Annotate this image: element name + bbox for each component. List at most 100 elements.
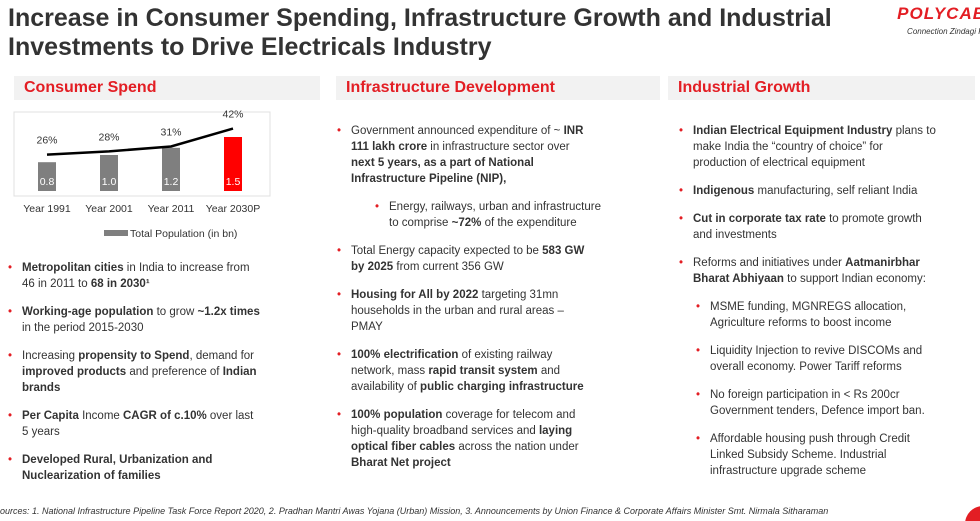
legend-swatch (104, 230, 128, 236)
text-run: Energy, railways, urban and infrastructu… (389, 201, 601, 229)
bar (162, 147, 180, 191)
text-run: rapid transit system (428, 365, 538, 377)
text-run: Income (78, 410, 123, 422)
text-run: ~72% (451, 217, 482, 229)
bullet-list: Metropolitan cities in India to increase… (8, 260, 262, 496)
text-run: Developed Rural, Urbanization and Nuclea… (22, 454, 213, 482)
logo: POLYCAB (897, 4, 980, 23)
text-run: targeting 31mn households in the urban a… (351, 289, 564, 333)
bar (38, 162, 56, 191)
bullet-item: Working-age population to grow ~1.2x tim… (8, 304, 262, 336)
text-run: Total Energy capacity expected to be (351, 245, 543, 257)
section-heading: Infrastructure Development (336, 76, 660, 100)
text-run: improved products (22, 366, 127, 378)
text-run: 68 in 2030¹ (90, 278, 150, 290)
bullet-item: MSME funding, MGNREGS allocation, Agricu… (696, 299, 945, 331)
bar-label: 0.8 (40, 176, 55, 188)
text-run: in the period 2015-2030 (22, 322, 144, 334)
line (46, 127, 234, 156)
text-run: Per Capita (22, 410, 79, 422)
text-run: Increasing (22, 350, 79, 362)
text-run: from current 356 GW (393, 261, 504, 273)
bullet-item: Housing for All by 2022 targeting 31mn h… (337, 287, 587, 335)
bullet-item: Increasing propensity to Spend, demand f… (8, 348, 262, 396)
text-run: ~1.2x times (197, 306, 260, 318)
text-run: of the expenditure (481, 217, 577, 229)
text-run: Indian Electrical Equipment Industry (693, 125, 893, 137)
text-run: Liquidity Injection to revive DISCOMs an… (710, 345, 923, 373)
bar-label: 1.2 (164, 176, 179, 188)
text-run: over last 5 years (22, 410, 254, 438)
line-label: 28% (98, 131, 119, 143)
text-run: to grow (153, 306, 198, 318)
x-tick-label: Year 2030P (206, 203, 261, 215)
text-run: and preference of (126, 366, 223, 378)
text-run: Reforms and initiatives under (693, 257, 846, 269)
text-run: INR 111 lakh crore (351, 125, 584, 153)
text-run: , demand for (189, 350, 255, 362)
legend-label: Total Population (in bn) (130, 228, 237, 240)
text-run: Working-age population (22, 306, 154, 318)
text-run: Metropolitan cities (22, 262, 124, 274)
text-run: Housing for All by 2022 (351, 289, 479, 301)
bullet-item: Per Capita Income CAGR of c.10% over las… (8, 408, 262, 440)
text-run: laying optical fiber cables (351, 425, 573, 453)
chart: 0.8 Year 1991 1.0 Year 2001 1.2 Year 2011 1.5 Y… (13, 109, 271, 240)
text-run: in India to increase from 46 in 2011 to (22, 262, 250, 290)
footer: Sources: 1. National Infrastructure Pipe… (0, 506, 829, 516)
text-run: Indian brands (22, 366, 257, 394)
text-run: to promote growth and investments (693, 213, 922, 241)
text-run: Cut in corporate tax rate (693, 213, 826, 225)
text-run: 583 GW by 2025 (351, 245, 585, 273)
chart-frame (13, 111, 271, 197)
text-run: Aatmanirbhar Bharat Abhiyaan (693, 257, 920, 285)
text-run: Government announced expenditure of ~ (351, 125, 564, 137)
text-run: Indigenous (693, 185, 755, 197)
text-run: propensity to Spend (78, 350, 190, 362)
x-tick-label: Year 2011 (148, 203, 195, 215)
title: Increase in Consumer Spending, Infrastru… (8, 4, 832, 61)
line-label: 26% (36, 135, 57, 147)
bar (224, 137, 242, 191)
bullet-item: Reforms and initiatives under Aatmanirbh… (679, 255, 938, 287)
bullet-item: Total Energy capacity expected to be 583… (337, 243, 587, 275)
text-run: manufacturing, self reliant India (754, 185, 918, 197)
text-run: MSME funding, MGNREGS allocation, Agricu… (710, 301, 907, 329)
text-run: next 5 years, as a part of National Infr… (351, 157, 534, 185)
tagline: Connection Zindagi Ka (907, 27, 980, 36)
text-run: 100% population (351, 409, 443, 421)
bullet-item: Indigenous manufacturing, self reliant I… (679, 183, 938, 199)
bullet-item: Cut in corporate tax rate to promote gro… (679, 211, 938, 243)
bullet-item: Indian Electrical Equipment Industry pla… (679, 123, 938, 171)
text-run: and availability of (351, 365, 561, 393)
bullet-item: 100% electrification of existing railway… (337, 347, 587, 395)
section-heading: Consumer Spend (14, 76, 320, 100)
bullet-item: Developed Rural, Urbanization and Nuclea… (8, 452, 262, 484)
decoration (965, 506, 980, 521)
text-run: of existing railway network, mass (351, 349, 553, 377)
text-run: No foreign participation in < Rs 200cr G… (710, 389, 925, 417)
bullet-item: No foreign participation in < Rs 200cr G… (696, 387, 945, 419)
bar-label: 1.0 (102, 176, 117, 188)
text-run: to support Indian economy: (783, 273, 926, 285)
text-run: plans to make India the “country of choi… (693, 125, 936, 169)
bullet-item: Metropolitan cities in India to increase… (8, 260, 262, 292)
text-run: coverage for telecom and high-quality br… (351, 409, 576, 437)
section-heading: Industrial Growth (668, 76, 975, 100)
text-run: public charging infrastructure (420, 381, 584, 393)
text-run: 100% electrification (351, 349, 459, 361)
text-run: Bharat Net project (351, 457, 451, 469)
line-label: 31% (160, 126, 181, 138)
x-tick-label: Year 2001 (85, 203, 133, 215)
bar-label: 1.5 (226, 176, 241, 188)
text-run: in infrastructure sector over (427, 141, 570, 153)
bullet-list: Indian Electrical Equipment Industry pla… (679, 123, 938, 491)
x-tick-label: Year 1991 (23, 203, 71, 215)
text-run: Affordable housing push through Credit L… (710, 433, 910, 477)
bullet-item: 100% population coverage for telecom and… (337, 407, 587, 471)
text-run: across the nation under (455, 441, 579, 453)
bullet-item: Government announced expenditure of ~ IN… (337, 123, 587, 187)
line-label: 42% (222, 109, 243, 121)
bullet-item: Affordable housing push through Credit L… (696, 431, 945, 479)
